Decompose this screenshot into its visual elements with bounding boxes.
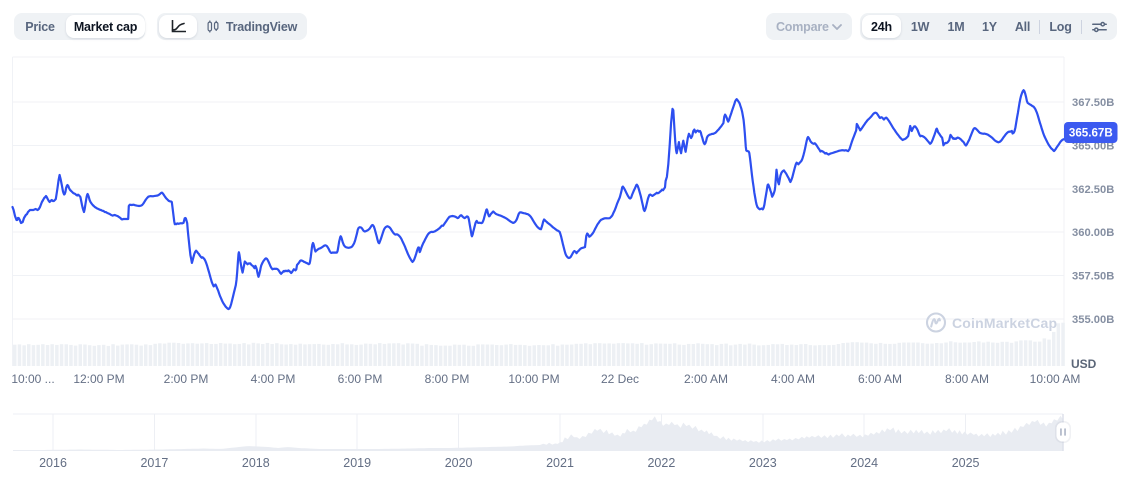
svg-text:355.00B: 355.00B — [1072, 314, 1114, 326]
svg-text:2016: 2016 — [39, 456, 67, 470]
svg-text:10:00 ...: 10:00 ... — [11, 372, 54, 386]
svg-text:2018: 2018 — [242, 456, 270, 470]
svg-text:2025: 2025 — [952, 456, 980, 470]
svg-text:2019: 2019 — [343, 456, 371, 470]
svg-text:6:00 AM: 6:00 AM — [858, 372, 902, 386]
svg-text:2020: 2020 — [445, 456, 473, 470]
svg-text:365.00B: 365.00B — [1072, 140, 1114, 152]
svg-text:2021: 2021 — [546, 456, 574, 470]
svg-text:2:00 AM: 2:00 AM — [684, 372, 728, 386]
svg-text:2023: 2023 — [749, 456, 777, 470]
svg-text:6:00 PM: 6:00 PM — [338, 372, 383, 386]
svg-text:8:00 PM: 8:00 PM — [425, 372, 470, 386]
svg-text:357.50B: 357.50B — [1072, 271, 1114, 283]
svg-text:10:00 PM: 10:00 PM — [508, 372, 559, 386]
svg-text:CoinMarketCap: CoinMarketCap — [952, 315, 1057, 331]
svg-text:2017: 2017 — [140, 456, 168, 470]
svg-text:360.00B: 360.00B — [1072, 227, 1114, 239]
svg-text:4:00 AM: 4:00 AM — [771, 372, 815, 386]
svg-text:2022: 2022 — [647, 456, 675, 470]
svg-text:10:00 AM: 10:00 AM — [1030, 372, 1081, 386]
svg-text:12:00 PM: 12:00 PM — [73, 372, 124, 386]
svg-text:362.50B: 362.50B — [1072, 184, 1114, 196]
svg-text:365.67B: 365.67B — [1069, 127, 1113, 140]
svg-text:2:00 PM: 2:00 PM — [164, 372, 209, 386]
svg-text:8:00 AM: 8:00 AM — [945, 372, 989, 386]
svg-text:2024: 2024 — [850, 456, 878, 470]
svg-text:4:00 PM: 4:00 PM — [251, 372, 296, 386]
svg-text:22 Dec: 22 Dec — [601, 372, 639, 386]
svg-text:USD: USD — [1071, 357, 1097, 371]
svg-text:367.50B: 367.50B — [1072, 97, 1114, 109]
